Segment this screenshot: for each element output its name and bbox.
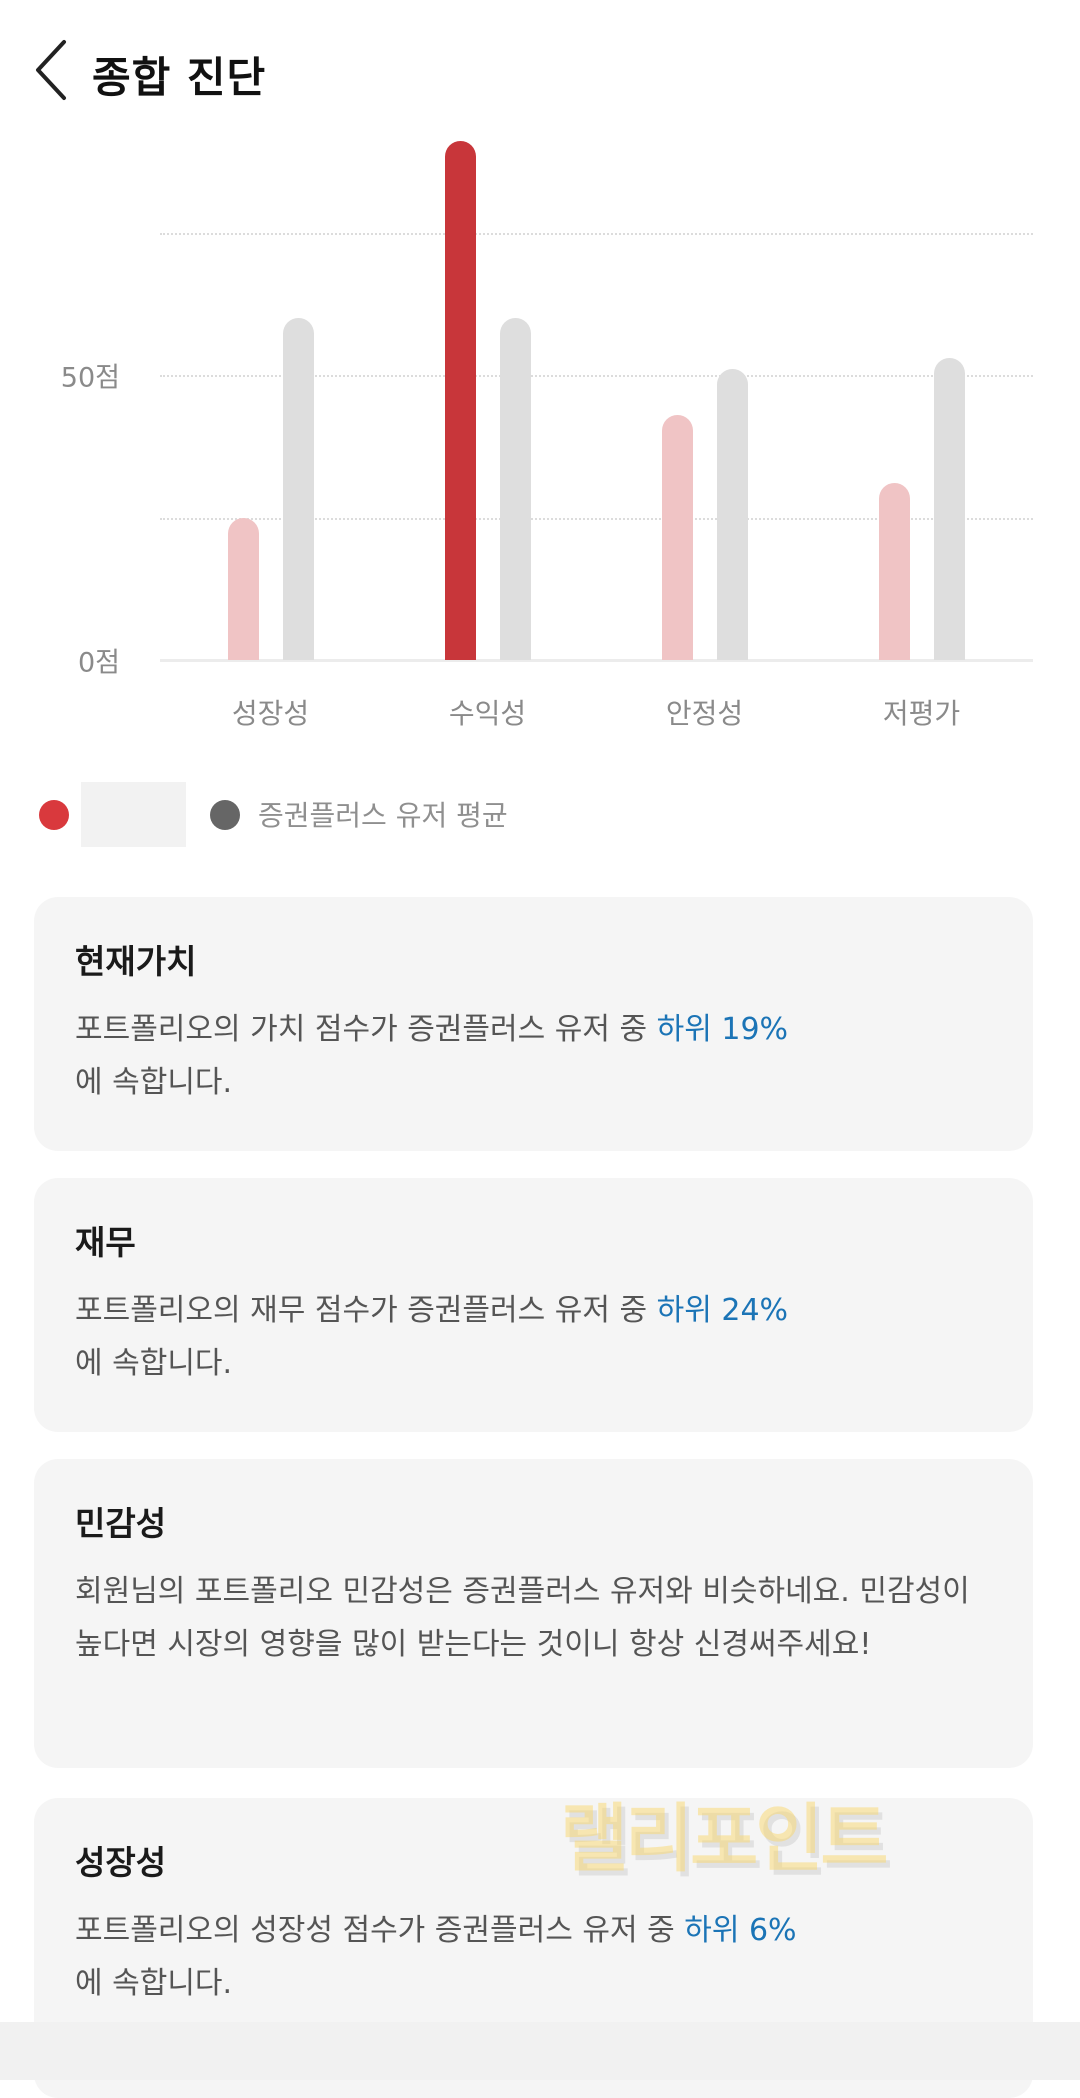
bar-average-2 <box>716 369 748 660</box>
legend-label-average: 증권플러스 유저 평균 <box>258 799 508 832</box>
highlight-percentile: 하위 6% <box>684 1913 797 1948</box>
card-title: 현재가치 <box>75 942 197 981</box>
page-title: 종합 진단 <box>92 53 267 102</box>
x-tick-label: 저평가 <box>882 697 961 730</box>
bar-average-3 <box>933 357 965 660</box>
bar-user-0 <box>227 517 259 660</box>
bar-average-1 <box>499 318 531 660</box>
card-title: 민감성 <box>75 1504 167 1543</box>
bottom-bar <box>0 2022 1080 2080</box>
header: 종합 진단 <box>0 20 1080 120</box>
highlight-percentile: 하위 24% <box>656 1293 789 1328</box>
legend-label-redacted <box>81 782 186 847</box>
card-text: 포트폴리오의 가치 점수가 증권플러스 유저 중 하위 19% 에 속합니다. <box>75 1012 789 1100</box>
card-title: 재무 <box>75 1223 136 1262</box>
legend-dot-average <box>210 800 240 830</box>
x-tick-label: 안정성 <box>665 697 744 730</box>
gridline <box>160 375 1033 377</box>
x-tick-label: 수익성 <box>448 697 527 730</box>
chart-legend: 증권플러스 유저 평균 <box>0 782 1080 848</box>
card-text: 포트폴리오의 성장성 점수가 증권플러스 유저 중 하위 6% 에 속합니다. <box>75 1913 797 2001</box>
legend-dot-user <box>39 800 69 830</box>
y-tick-label: 0점 <box>77 647 120 679</box>
card-text: 회원님의 포트폴리오 민감성은 증권플러스 유저와 비슷하네요. 민감성이 높다… <box>75 1574 970 1662</box>
card-text: 포트폴리오의 재무 점수가 증권플러스 유저 중 하위 24% 에 속합니다. <box>75 1293 789 1381</box>
bar-user-2 <box>661 414 693 660</box>
gridline <box>160 517 1033 520</box>
x-tick-label: 성장성 <box>231 697 310 730</box>
card-sensitivity: 민감성 회원님의 포트폴리오 민감성은 증권플러스 유저와 비슷하네요. 민감성… <box>34 1459 1033 1768</box>
bar-user-3 <box>878 483 910 660</box>
card-finance: 재무 포트폴리오의 재무 점수가 증권플러스 유저 중 하위 24% 에 속합니다… <box>34 1178 1033 1432</box>
bar-average-0 <box>282 318 314 660</box>
card-title: 성장성 <box>75 1843 167 1882</box>
bar-user-1 <box>444 141 476 660</box>
gridline <box>160 232 1033 235</box>
chevron-left-icon[interactable] <box>30 38 74 102</box>
card-current-value: 현재가치 포트폴리오의 가치 점수가 증권플러스 유저 중 하위 19% 에 속합… <box>34 897 1033 1151</box>
highlight-percentile: 하위 19% <box>656 1012 789 1047</box>
x-axis-baseline <box>160 659 1033 662</box>
y-tick-label: 50점 <box>60 362 120 394</box>
